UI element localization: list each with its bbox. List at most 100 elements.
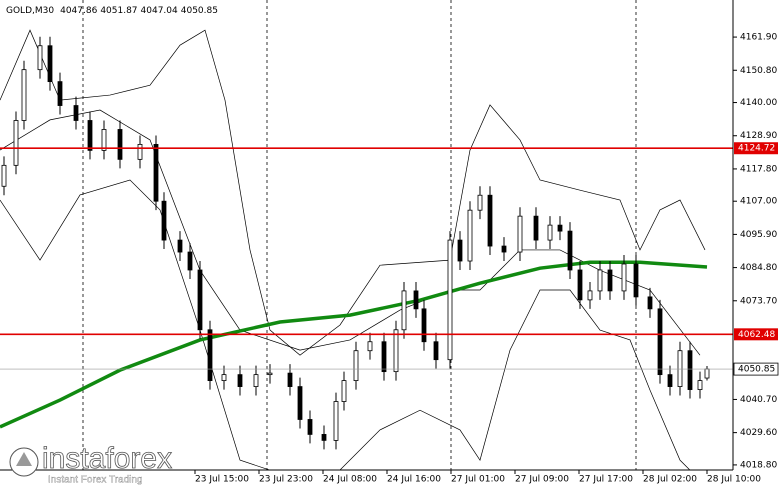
candle-body xyxy=(367,341,373,352)
candle-body xyxy=(341,380,347,402)
candle-body xyxy=(137,144,143,160)
y-tick-label: 4128.90 xyxy=(740,131,777,141)
x-tick-label: 24 Jul 16:00 xyxy=(387,475,441,485)
candle-body xyxy=(13,120,19,166)
watermark: instaforex Instant Forex Trading xyxy=(9,442,172,486)
y-tick-label: 4018.80 xyxy=(740,460,777,470)
candle-body xyxy=(547,224,553,241)
y-tick-label: 4029.60 xyxy=(740,428,777,438)
candle-body xyxy=(687,350,693,390)
candle-body xyxy=(633,263,639,298)
y-tick-label: 4161.90 xyxy=(740,33,777,43)
close: 4050.85 xyxy=(181,6,218,16)
candle-body xyxy=(21,69,27,121)
candle-body xyxy=(393,329,399,373)
candle-body xyxy=(447,239,453,361)
candle-body xyxy=(607,269,613,292)
candle-body xyxy=(457,239,463,262)
candle-body xyxy=(1,164,7,187)
indicator-line xyxy=(0,109,701,356)
candle-body xyxy=(207,329,213,382)
candle-body xyxy=(697,380,703,390)
candle-body xyxy=(177,239,183,253)
y-tick-label: 4107.00 xyxy=(740,197,777,207)
current-price-box xyxy=(733,362,779,376)
candle-body xyxy=(413,290,419,310)
day-separators xyxy=(82,0,637,470)
y-tick-label: 4084.80 xyxy=(740,263,777,273)
candle-body xyxy=(221,374,227,382)
symbol: GOLD,M30 xyxy=(6,6,54,16)
candle-body xyxy=(321,434,327,441)
x-tick-label: 27 Jul 01:00 xyxy=(451,475,505,485)
candle-body xyxy=(667,374,673,387)
indicator-line xyxy=(0,260,708,429)
candle-body xyxy=(333,401,339,441)
candle-body xyxy=(477,194,483,211)
candle-body xyxy=(73,105,79,121)
candle-body xyxy=(517,215,523,253)
candle-body xyxy=(353,350,359,382)
candle-body xyxy=(597,269,603,292)
candle-body xyxy=(253,374,259,387)
candle-body xyxy=(381,341,387,373)
candle-body xyxy=(37,45,43,71)
candle-body xyxy=(117,129,123,160)
open: 4047.86 xyxy=(60,6,97,16)
x-tick-label: 27 Jul 17:00 xyxy=(579,475,633,485)
candle-body xyxy=(467,209,473,262)
level-label: 4124.72 xyxy=(738,144,775,154)
candle-body xyxy=(577,269,583,301)
candle-body xyxy=(657,308,663,376)
candle-body xyxy=(647,296,653,310)
candle-body xyxy=(557,224,563,232)
candle-body xyxy=(567,230,573,271)
high: 4051.87 xyxy=(100,6,137,16)
candle-body xyxy=(57,81,63,106)
logo-text: instaforex xyxy=(42,442,172,475)
logo-tagline: Instant Forex Trading xyxy=(48,475,143,486)
x-tick-label: 28 Jul 02:00 xyxy=(643,475,697,485)
plot-area xyxy=(0,29,733,470)
candle-body xyxy=(267,372,273,376)
candle-body xyxy=(704,368,710,379)
candle-body xyxy=(501,245,507,253)
candle-body xyxy=(621,263,627,292)
candle-body xyxy=(487,194,493,247)
level-label-box xyxy=(734,328,778,341)
candle-body xyxy=(401,290,407,331)
candle-body xyxy=(587,290,593,301)
y-tick-label: 4040.70 xyxy=(740,395,777,405)
x-tick-label: 24 Jul 08:00 xyxy=(323,475,377,485)
candle-body xyxy=(433,341,439,361)
candle-body xyxy=(533,215,539,241)
x-tick-label: 28 Jul 10:00 xyxy=(707,475,761,485)
y-tick-label: 4073.70 xyxy=(740,296,777,306)
y-tick-label: 4117.80 xyxy=(740,164,777,174)
y-tick-label: 4150.80 xyxy=(740,66,777,76)
candle-body xyxy=(101,129,107,151)
x-tick-label: 23 Jul 15:00 xyxy=(195,475,249,485)
candle-body xyxy=(297,386,303,420)
candle-body xyxy=(237,374,243,387)
level-label-box xyxy=(734,142,778,155)
candle-body xyxy=(287,372,293,387)
logo-icon-mark xyxy=(16,452,32,466)
candle-body xyxy=(677,350,683,387)
indicator-line xyxy=(0,179,691,470)
candle-body xyxy=(421,308,427,343)
candle-body xyxy=(197,269,203,331)
y-tick-label: 4095.90 xyxy=(740,230,777,240)
header: GOLD,M30 4047.86 4051.87 4047.04 4050.85 xyxy=(6,6,218,16)
low: 4047.04 xyxy=(141,6,178,16)
y-tick-label: 4140.00 xyxy=(740,98,777,108)
level-label: 4062.48 xyxy=(738,330,775,340)
candle-body xyxy=(153,144,159,202)
x-tick-label: 23 Jul 23:00 xyxy=(259,475,313,485)
x-tick-label: 27 Jul 09:00 xyxy=(515,475,569,485)
candle-body xyxy=(187,251,193,271)
indicator-line xyxy=(0,29,706,356)
